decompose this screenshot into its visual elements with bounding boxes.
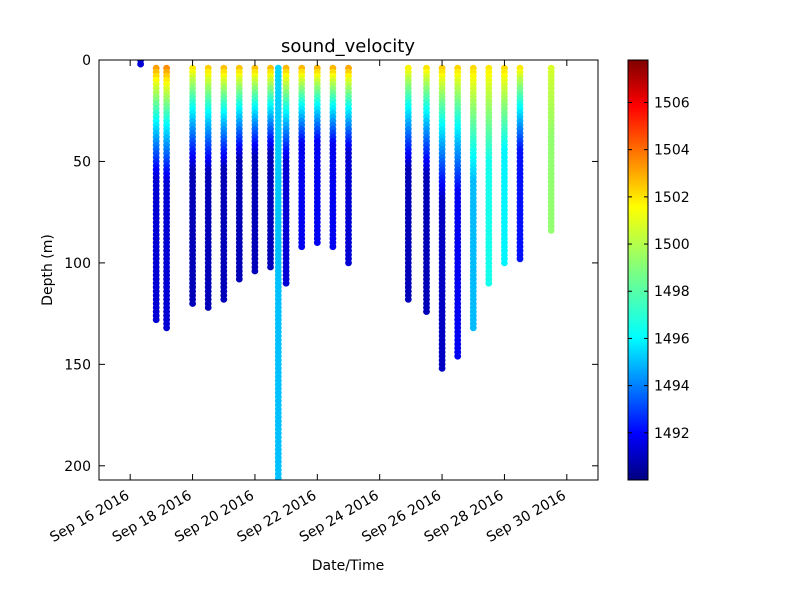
- data-point: [345, 259, 352, 267]
- cast-profile: [454, 64, 462, 360]
- plot-frame: [98, 59, 599, 481]
- cast-profile: [189, 64, 197, 307]
- cast-profile: [251, 64, 259, 275]
- colorbar-tick-label: 1498: [654, 284, 690, 300]
- y-tick-label: 200: [64, 459, 91, 475]
- data-point: [547, 227, 555, 234]
- data-point: [501, 259, 508, 267]
- y-axis-label: Depth (m): [40, 234, 56, 306]
- data-point: [163, 324, 171, 332]
- cast-profile: [274, 64, 282, 480]
- data-point: [152, 316, 160, 324]
- data-point: [423, 308, 430, 315]
- data-point: [516, 255, 524, 263]
- colorbar-tick-label: 1494: [654, 379, 690, 395]
- cast-profile: [485, 64, 493, 287]
- scatter-casts: [137, 60, 555, 480]
- data-point: [298, 243, 306, 251]
- cast-profile: [163, 64, 171, 332]
- colorbar-tick-label: 1502: [654, 190, 690, 206]
- data-point: [235, 275, 243, 283]
- cast-profile: [547, 64, 555, 234]
- data-point: [274, 474, 282, 480]
- data-point: [204, 304, 212, 311]
- colorbar-tick-label: 1506: [654, 95, 690, 111]
- cast-profile: [152, 64, 160, 324]
- data-point: [189, 300, 197, 307]
- cast-profile: [345, 64, 352, 267]
- x-axis-label: Date/Time: [312, 558, 384, 574]
- y-tick-label: 0: [82, 53, 91, 69]
- data-point: [251, 267, 259, 275]
- data-point: [313, 239, 321, 247]
- cast-profile: [438, 64, 446, 372]
- y-tick-label: 50: [73, 154, 91, 170]
- colorbar-tick-label: 1492: [654, 426, 690, 442]
- y-tick-label: 150: [64, 357, 91, 373]
- y-tick-label: 100: [64, 256, 91, 272]
- colorbar: [627, 59, 649, 481]
- colorbar-tick-label: 1504: [654, 143, 690, 159]
- colorbar-tick-label: 1496: [654, 331, 690, 347]
- chart-title: sound_velocity: [281, 36, 415, 57]
- data-point: [454, 352, 462, 360]
- cast-profile: [282, 64, 290, 287]
- data-point: [469, 324, 477, 332]
- cast-profile: [220, 64, 228, 303]
- data-point: [282, 279, 290, 287]
- cast-profile: [516, 64, 524, 263]
- cast-profile: [501, 64, 508, 267]
- cast-profile: [235, 64, 243, 283]
- data-point: [329, 243, 337, 251]
- cast-profile: [313, 64, 321, 247]
- y-axis-ticks: 0 50 100 150 200: [64, 53, 598, 475]
- colorbar-tick-label: 1500: [654, 237, 690, 253]
- cast-profile: [329, 64, 337, 251]
- colorbar-ticks: 1492 1494 1496 1498 1500 1502 1504 1506: [628, 95, 690, 442]
- cast-profile: [469, 64, 477, 332]
- cast-profile: [137, 60, 145, 68]
- data-point: [220, 296, 228, 303]
- cast-profile: [298, 64, 306, 251]
- cast-profile: [267, 64, 274, 271]
- data-point: [137, 60, 145, 68]
- cast-profile: [423, 64, 430, 315]
- cast-profile: [404, 64, 412, 303]
- data-point: [404, 296, 412, 303]
- cast-profile: [204, 64, 212, 311]
- data-point: [485, 279, 493, 287]
- data-point: [438, 365, 446, 372]
- data-point: [267, 263, 274, 271]
